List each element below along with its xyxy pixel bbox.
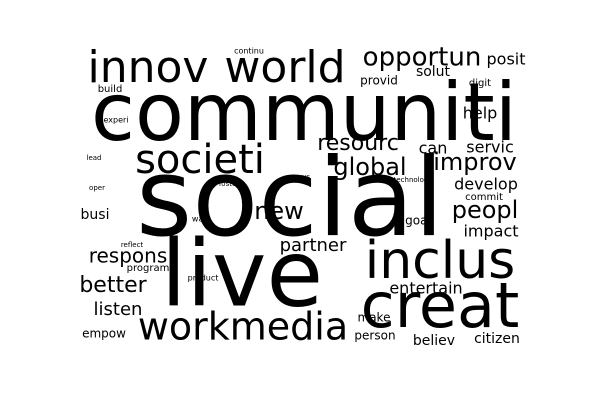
word-oper: oper [89, 184, 105, 192]
word-inclus: inclus [365, 231, 516, 291]
word-peopl: peopl [452, 196, 519, 224]
word-servic: servic [466, 138, 513, 157]
word-experi: experi [103, 116, 128, 125]
word-posit: posit [487, 50, 526, 69]
word-live: live [161, 220, 323, 327]
word-reflect: reflect [121, 241, 144, 249]
word-social: social [136, 136, 444, 261]
word-listen: listen [94, 299, 143, 320]
word-improv: improv [433, 148, 517, 176]
word-societi: societi [135, 137, 265, 183]
word-goal: goal [405, 214, 431, 228]
word-better: better [79, 273, 147, 298]
word-continu: continu [234, 47, 264, 56]
word-can: can [419, 139, 448, 158]
word-foster: foster [219, 180, 239, 188]
word-partner: partner [280, 235, 347, 256]
word-provid: provid [360, 74, 398, 88]
word-technolog: technolog [394, 176, 429, 184]
word-person: person [354, 329, 395, 343]
word-busi: busi [81, 207, 110, 223]
word-world: world [224, 42, 345, 93]
word-new: new [254, 197, 304, 225]
word-citizen: citizen [474, 331, 520, 347]
word-impact: impact [463, 222, 518, 241]
word-develop: develop [454, 175, 518, 194]
word-solut: solut [416, 64, 451, 80]
word-way: way [192, 215, 208, 224]
word-believ: believ [413, 333, 455, 349]
word-program: program [127, 263, 170, 274]
word-global: global [333, 153, 406, 181]
word-respons: respons [89, 244, 168, 268]
word-creat: creat [361, 269, 520, 342]
word-make: make [358, 311, 391, 325]
word-innov: innov [88, 42, 209, 93]
word-workmedia: workmedia [138, 305, 348, 349]
word-resourc: resourc [317, 131, 399, 156]
word-lead: lead [87, 154, 102, 162]
word-entertain: entertain [389, 279, 462, 298]
word-communiti: communiti [91, 66, 517, 159]
word-empow: empow [82, 327, 126, 341]
word-us: us [302, 173, 310, 181]
word-product: product [188, 274, 219, 283]
word-commit: commit [465, 192, 503, 203]
word-help: help [463, 104, 498, 123]
word-build: build [98, 84, 123, 95]
word-digit: digit [469, 78, 491, 89]
word-opportun: opportun [363, 43, 482, 73]
